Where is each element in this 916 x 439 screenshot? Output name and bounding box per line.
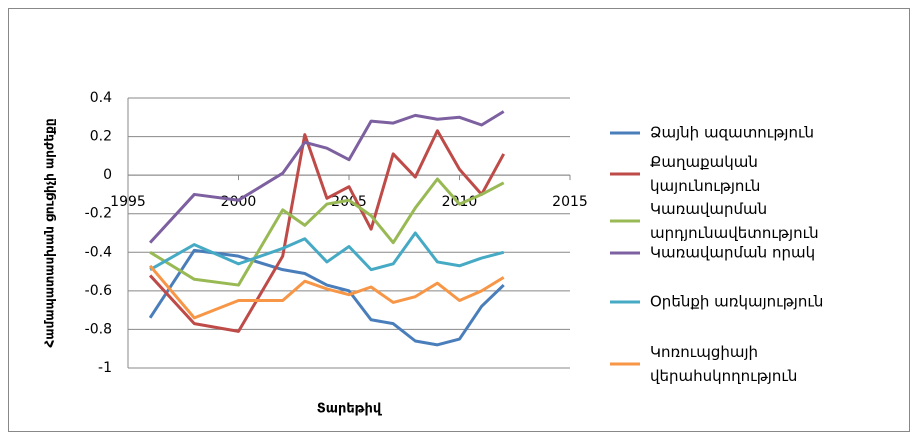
x-tick-label: 2000 (221, 194, 257, 210)
series-line (148, 264, 505, 320)
legend-line: վերահսկողություն (650, 367, 797, 385)
legend-label: Կառավարման որակ (650, 244, 815, 262)
y-tick-label: -0.6 (85, 283, 112, 299)
series-line (148, 248, 505, 347)
y-tick-label: -0.8 (85, 321, 112, 337)
y-tick-label: 0.4 (90, 90, 112, 106)
chart-border (8, 8, 910, 432)
legend-label: Կառավարման արդյունավետություն (650, 200, 819, 242)
y-tick-label: -0.4 (85, 244, 112, 260)
legend-line: Կոռուպցիայի (650, 343, 763, 361)
legend-label: Ձայնի ազատություն (650, 124, 814, 142)
legend-label: Կոռուպցիայի վերահսկողություն (650, 343, 797, 385)
legend-label: Քաղաքական կայունություն (650, 153, 763, 195)
x-tick-label: 1995 (110, 194, 146, 210)
y-axis-title: Համապատասխան ցուցիչի արժեքը (43, 118, 57, 347)
legend-line: արդյունավետություն (650, 224, 819, 242)
series-line (149, 177, 505, 287)
y-tick-label: 0 (103, 167, 112, 183)
legend-line: կայունություն (650, 177, 760, 195)
series-line (149, 231, 505, 272)
legend-line: Կառավարման (650, 200, 772, 218)
y-tick-label: 0.2 (90, 129, 112, 145)
legend-line: Քաղաքական (650, 153, 763, 171)
x-tick-label: 2015 (552, 194, 588, 210)
y-tick-label: -1 (98, 360, 112, 376)
y-tick-label: -0.2 (85, 206, 112, 222)
x-axis-title: Տարեթիվ (317, 402, 383, 417)
series-line (148, 110, 505, 244)
legend-label: Օրենքի առկայություն (650, 293, 823, 311)
